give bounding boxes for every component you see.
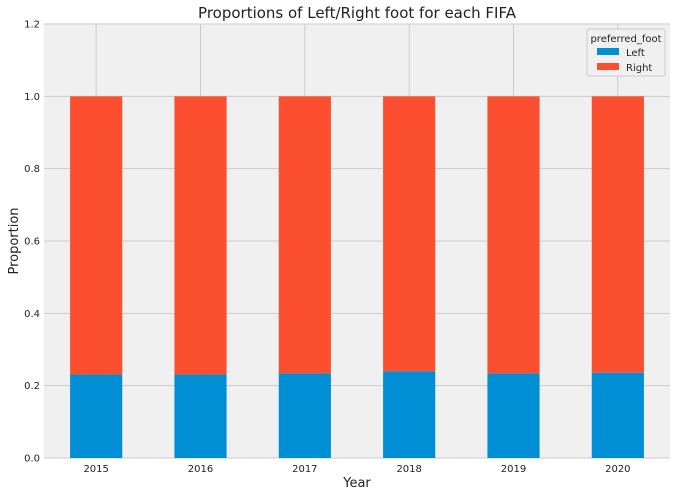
y-tick-label: 1.2 (24, 20, 40, 31)
bar-left-2018 (383, 371, 436, 458)
bar-right-2020 (591, 96, 644, 373)
legend-swatch-left (597, 48, 619, 55)
bar-right-2018 (383, 96, 436, 372)
bar-left-2020 (591, 372, 644, 458)
legend-label-right: Right (626, 63, 652, 74)
y-tick-label: 0.2 (24, 381, 40, 392)
y-tick-label: 1.0 (24, 92, 40, 103)
x-tick-label: 2020 (605, 464, 630, 475)
x-tick-label: 2016 (188, 464, 213, 475)
bar-right-2015 (70, 96, 123, 375)
x-tick-label: 2018 (396, 464, 421, 475)
y-tick-label: 0.0 (24, 454, 40, 465)
bar-right-2016 (174, 96, 227, 375)
chart-title: Proportions of Left/Right foot for each … (198, 4, 517, 22)
legend-title: preferred_foot (590, 34, 661, 45)
y-tick-labels: 0.0 0.2 0.4 0.6 0.8 1.0 1.2 (24, 20, 40, 465)
bar-right-2017 (278, 96, 331, 374)
x-tick-label: 2017 (292, 464, 317, 475)
x-tick-label: 2019 (501, 464, 526, 475)
legend-swatch-right (597, 63, 619, 70)
legend-label-left: Left (626, 48, 645, 59)
x-tick-labels: 2015 2016 2017 2018 2019 2020 (83, 464, 630, 475)
bar-left-2015 (70, 374, 123, 458)
x-axis-label: Year (342, 476, 371, 491)
bars (70, 96, 644, 458)
legend: preferred_foot Left Right (586, 28, 666, 77)
bar-right-2019 (487, 96, 540, 374)
x-tick-label: 2015 (83, 464, 108, 475)
bar-left-2019 (487, 373, 540, 458)
y-tick-label: 0.8 (24, 164, 40, 175)
y-axis-label: Proportion (7, 207, 22, 274)
y-tick-label: 0.4 (24, 309, 40, 320)
bar-left-2016 (174, 374, 227, 458)
bar-left-2017 (278, 373, 331, 458)
y-tick-label: 0.6 (24, 237, 40, 248)
